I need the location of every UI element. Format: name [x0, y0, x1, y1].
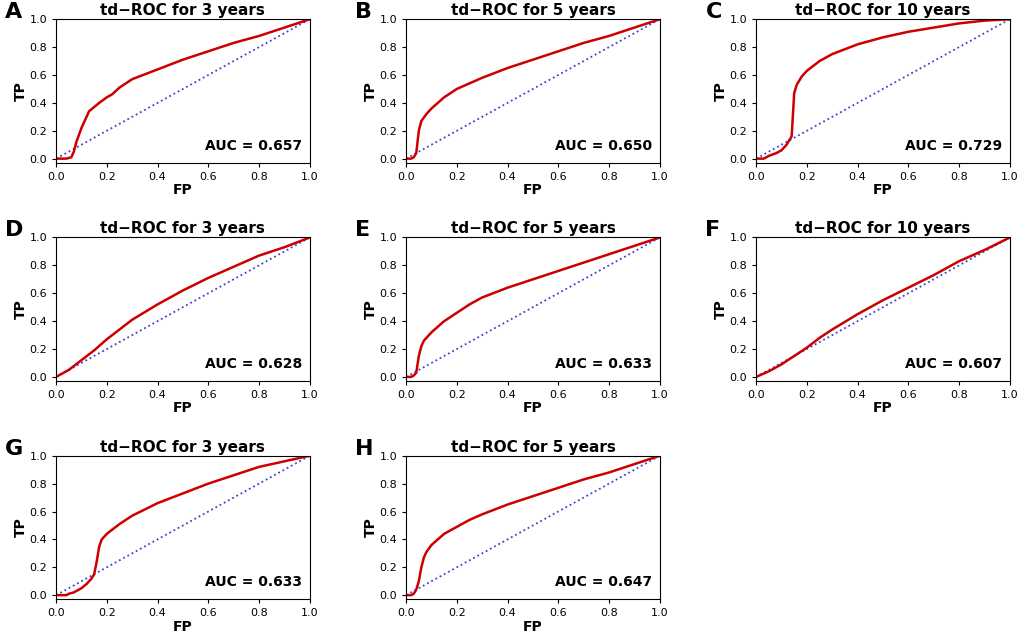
Title: td−ROC for 3 years: td−ROC for 3 years — [101, 221, 265, 237]
Y-axis label: TP: TP — [364, 517, 378, 537]
Text: AUC = 0.729: AUC = 0.729 — [904, 138, 1002, 153]
Title: td−ROC for 10 years: td−ROC for 10 years — [795, 221, 970, 237]
Title: td−ROC for 5 years: td−ROC for 5 years — [450, 440, 614, 454]
Title: td−ROC for 5 years: td−ROC for 5 years — [450, 221, 614, 237]
Y-axis label: TP: TP — [14, 517, 28, 537]
Text: AUC = 0.647: AUC = 0.647 — [554, 575, 651, 589]
X-axis label: FP: FP — [173, 401, 193, 415]
Y-axis label: TP: TP — [713, 299, 728, 319]
Text: G: G — [5, 438, 23, 458]
Title: td−ROC for 3 years: td−ROC for 3 years — [101, 440, 265, 454]
Y-axis label: TP: TP — [14, 81, 28, 101]
Text: A: A — [5, 2, 22, 22]
Text: F: F — [705, 221, 719, 240]
Text: D: D — [5, 221, 23, 240]
X-axis label: FP: FP — [872, 401, 892, 415]
Text: E: E — [355, 221, 370, 240]
Text: AUC = 0.607: AUC = 0.607 — [904, 357, 1002, 371]
X-axis label: FP: FP — [523, 620, 542, 634]
Text: AUC = 0.650: AUC = 0.650 — [554, 138, 651, 153]
Text: C: C — [705, 2, 721, 22]
X-axis label: FP: FP — [523, 401, 542, 415]
Title: td−ROC for 10 years: td−ROC for 10 years — [795, 3, 970, 18]
X-axis label: FP: FP — [173, 183, 193, 197]
X-axis label: FP: FP — [872, 183, 892, 197]
Text: AUC = 0.657: AUC = 0.657 — [205, 138, 302, 153]
Y-axis label: TP: TP — [713, 81, 728, 101]
Y-axis label: TP: TP — [364, 81, 378, 101]
Text: H: H — [355, 438, 374, 458]
Text: AUC = 0.628: AUC = 0.628 — [205, 357, 302, 371]
Title: td−ROC for 3 years: td−ROC for 3 years — [101, 3, 265, 18]
Y-axis label: TP: TP — [14, 299, 28, 319]
X-axis label: FP: FP — [523, 183, 542, 197]
Title: td−ROC for 5 years: td−ROC for 5 years — [450, 3, 614, 18]
Text: AUC = 0.633: AUC = 0.633 — [205, 575, 302, 589]
Text: B: B — [355, 2, 372, 22]
Text: AUC = 0.633: AUC = 0.633 — [554, 357, 651, 371]
X-axis label: FP: FP — [173, 620, 193, 634]
Y-axis label: TP: TP — [364, 299, 378, 319]
